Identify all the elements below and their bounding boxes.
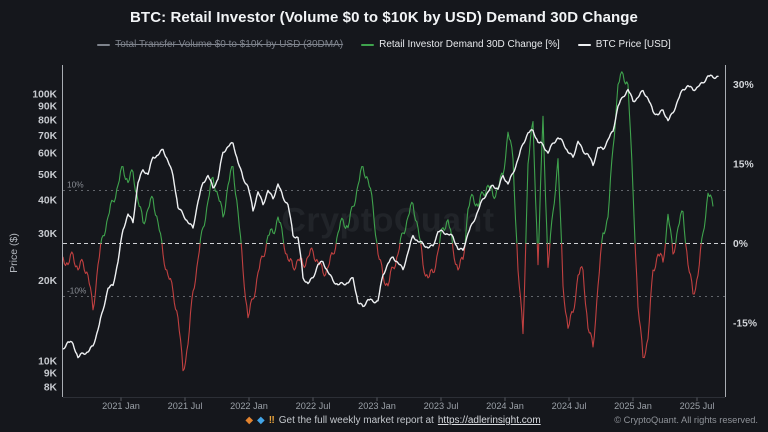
percent-axis-tick-label: 30% [733, 80, 754, 91]
footer-promo: ◆ ◆ ‼ Get the full weekly market report … [245, 415, 540, 426]
price-axis-tick-label: 30K [38, 229, 57, 240]
legend-label: Total Transfer Volume $0 to $10K by USD … [115, 39, 344, 50]
legend-marker-green [361, 43, 375, 46]
x-axis-tick-label: 2025 Jul [680, 401, 715, 411]
double-exclamation-icon: ‼ [268, 414, 275, 426]
x-axis-tick-label: 2025 Jan [614, 401, 652, 411]
demand-series-negative [63, 243, 702, 372]
price-axis-tick-label: 10K [38, 357, 57, 368]
legend: Total Transfer Volume $0 to $10K by USD … [0, 39, 768, 50]
price-axis-tick-label: 9K [44, 369, 58, 380]
price-axis-tick-label: 50K [38, 170, 57, 181]
orange-diamond-icon: ◆ [245, 414, 254, 426]
demand-series-positive [100, 71, 714, 244]
legend-item-retail-demand[interactable]: Retail Investor Demand 30D Change [%] [361, 39, 560, 50]
blue-diamond-icon: ◆ [257, 414, 265, 426]
x-axis-tick-label: 2022 Jan [230, 401, 268, 411]
x-axis-tick-label: 2021 Jul [168, 401, 203, 411]
price-axis-tick-label: 60K [38, 149, 57, 160]
x-axis-tick-label: 2022 Jul [296, 401, 331, 411]
legend-item-total-transfer-volume[interactable]: Total Transfer Volume $0 to $10K by USD … [97, 39, 343, 50]
reference-line-label: -10% [67, 286, 87, 296]
price-axis-tick-label: 20K [38, 276, 57, 287]
price-axis-tick-label: 80K [38, 115, 57, 126]
chart-title: BTC: Retail Investor (Volume $0 to $10K … [130, 9, 638, 26]
legend-label: Retail Investor Demand 30D Change [%] [379, 39, 560, 50]
legend-marker-white [577, 43, 591, 46]
price-axis-tick-label: 40K [38, 196, 57, 207]
price-axis-tick-label: 90K [38, 102, 57, 113]
price-axis-tick-label: 100K [32, 90, 57, 101]
copyright-text: © CryptoQuant. All rights reserved. [614, 415, 758, 425]
legend-marker-gray [97, 43, 111, 46]
reference-line-label: 10% [67, 180, 84, 190]
x-axis-tick-label: 2021 Jan [102, 401, 140, 411]
percent-axis-tick-label: 0% [733, 239, 748, 250]
legend-item-btc-price[interactable]: BTC Price [USD] [577, 39, 671, 50]
x-axis-tick-label: 2023 Jan [358, 401, 396, 411]
price-axis-tick-label: 70K [38, 131, 57, 142]
legend-label: BTC Price [USD] [595, 39, 671, 50]
x-axis-tick-label: 2023 Jul [424, 401, 459, 411]
percent-axis-tick-label: 15% [733, 160, 754, 171]
x-axis-tick-label: 2024 Jul [552, 401, 587, 411]
x-axis-tick-label: 2024 Jan [486, 401, 524, 411]
promo-link[interactable]: https://adlerinsight.com [437, 415, 541, 426]
percent-axis-tick-label: -15% [733, 319, 757, 330]
promo-text: Get the full weekly market report at [278, 415, 434, 426]
price-axis-tick-label: 8K [44, 382, 58, 393]
price-series [62, 74, 719, 359]
price-axis-title: Price ($) [8, 233, 20, 273]
